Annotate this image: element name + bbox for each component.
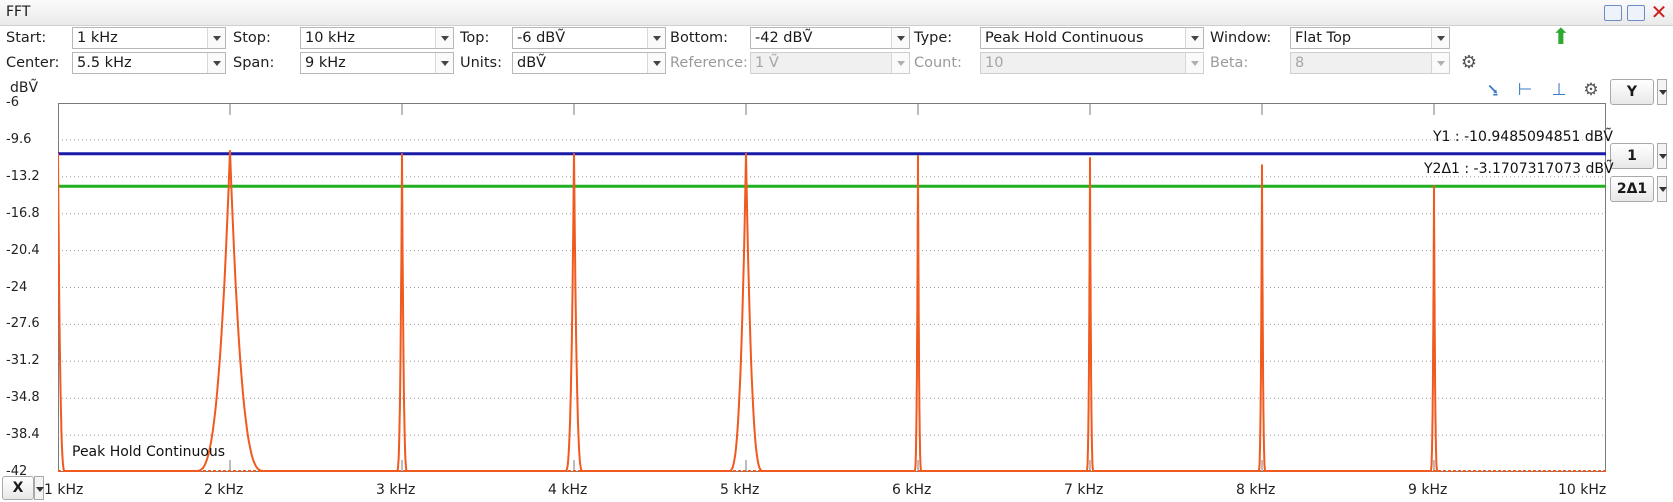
fft-trace	[58, 150, 1439, 472]
y-tick-label: -13.2	[6, 168, 40, 184]
count-combo: 10	[980, 52, 1204, 74]
window-label: Window:	[1210, 30, 1272, 46]
span-label: Span:	[233, 55, 275, 71]
y-tick-label: -24	[6, 279, 28, 295]
x-tick-label: 6 kHz	[892, 482, 932, 498]
x-axis-dropdown[interactable]	[34, 476, 44, 500]
fft-plot-svg	[58, 103, 1606, 472]
x-tick-label: 2 kHz	[204, 482, 244, 498]
x-tick-label: 4 kHz	[548, 482, 588, 498]
x-tick-label: 1 kHz	[44, 482, 84, 498]
close-icon[interactable]: ✕	[1650, 0, 1668, 24]
beta-combo: 8	[1290, 52, 1450, 74]
cursor-y1-readout: Y1 : -10.9485094851 dBṼ	[1433, 129, 1613, 145]
y-tick-label: -16.8	[6, 205, 40, 221]
top-label: Top:	[460, 30, 490, 46]
y-tick-label: -42	[6, 464, 28, 479]
top-combo[interactable]: -6 dBṼ	[512, 27, 666, 49]
y-tick-label: -34.8	[6, 390, 40, 406]
start-label: Start:	[6, 30, 47, 46]
settings-gear-icon[interactable]: ⚙	[1583, 80, 1599, 100]
count-label: Count:	[914, 55, 962, 71]
x-axis-button[interactable]: X	[2, 476, 34, 500]
reference-label: Reference:	[670, 55, 748, 71]
stop-combo[interactable]: 10 kHz	[300, 27, 454, 49]
horizontal-measure-icon[interactable]: ⊢	[1517, 80, 1533, 100]
bottom-combo[interactable]: -42 dBṼ	[750, 27, 910, 49]
cursor-move-icon[interactable]: ⭸	[1487, 80, 1499, 100]
cursor-y2-readout: Y2Δ1 : -3.1707317073 dBṼ	[1424, 161, 1614, 177]
title-bar	[0, 0, 1673, 26]
span-combo[interactable]: 9 kHz	[300, 52, 454, 74]
y-tick-label: -31.2	[6, 353, 40, 369]
plot-grid	[58, 103, 1606, 472]
units-combo[interactable]: dBṼ	[512, 52, 666, 74]
restore-window-button[interactable]	[1604, 5, 1622, 21]
arrow-up-icon[interactable]: ⬆	[1551, 25, 1571, 50]
cursor-1-dropdown[interactable]	[1657, 143, 1667, 169]
cursor-2-dropdown[interactable]	[1657, 176, 1667, 202]
y-axis-dropdown[interactable]	[1657, 79, 1667, 105]
stop-label: Stop:	[233, 30, 271, 46]
x-tick-label: 9 kHz	[1408, 482, 1448, 498]
reference-combo: 1 Ṽ	[750, 52, 910, 74]
type-combo[interactable]: Peak Hold Continuous	[980, 27, 1204, 49]
beta-label: Beta:	[1210, 55, 1249, 71]
y-tick-label: -9.6	[6, 131, 32, 147]
start-combo[interactable]: 1 kHz	[72, 27, 226, 49]
y-tick-label: -6	[6, 95, 19, 110]
y-axis-unit-label: dBṼ	[10, 80, 39, 96]
x-tick-label: 7 kHz	[1064, 482, 1104, 498]
x-tick-label: 8 kHz	[1236, 482, 1276, 498]
y-axis-button[interactable]: Y	[1610, 79, 1654, 105]
type-label: Type:	[914, 30, 953, 46]
y-tick-label: -20.4	[6, 242, 40, 258]
trace-name-label: Peak Hold Continuous	[72, 444, 226, 460]
vertical-measure-icon[interactable]: ⊥	[1551, 80, 1567, 100]
maximize-window-button[interactable]	[1627, 5, 1645, 21]
window-title: FFT	[6, 4, 31, 20]
window-combo[interactable]: Flat Top	[1290, 27, 1450, 49]
center-label: Center:	[6, 55, 60, 71]
y-tick-label: -38.4	[6, 427, 40, 443]
bottom-label: Bottom:	[670, 30, 729, 46]
cursor-1-button[interactable]: 1	[1610, 143, 1654, 169]
units-label: Units:	[460, 55, 502, 71]
gear-icon[interactable]: ⚙	[1460, 52, 1478, 73]
y-tick-label: -27.6	[6, 316, 40, 332]
x-tick-label: 3 kHz	[376, 482, 416, 498]
x-tick-label: 5 kHz	[720, 482, 760, 498]
cursor-2-button[interactable]: 2Δ1	[1610, 176, 1654, 202]
center-combo[interactable]: 5.5 kHz	[72, 52, 226, 74]
x-tick-label: 10 kHz	[1558, 482, 1607, 498]
